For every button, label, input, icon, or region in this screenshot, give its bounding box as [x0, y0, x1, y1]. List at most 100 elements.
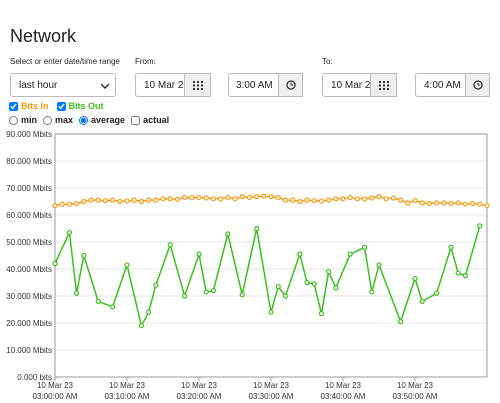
y-tick-label: 40.000 Mbits	[6, 265, 52, 274]
data-point	[434, 200, 440, 206]
to-time-text: 4:00 AM	[424, 79, 461, 91]
mode-label: min	[21, 115, 38, 125]
mode-option[interactable]: average	[79, 115, 125, 125]
data-point	[369, 195, 375, 201]
y-tick-label: 30.000 Mbits	[6, 292, 52, 301]
data-point	[455, 270, 461, 276]
clock-icon	[472, 80, 483, 90]
data-point	[109, 197, 116, 203]
x-tick-label: 03:30:00 AM	[249, 392, 294, 401]
data-point	[448, 200, 454, 206]
data-point	[405, 200, 411, 206]
data-point	[261, 193, 267, 199]
data-point	[376, 194, 382, 200]
data-point	[210, 288, 216, 294]
data-point	[326, 269, 332, 275]
data-point	[73, 290, 80, 296]
radio[interactable]	[9, 115, 18, 125]
checkbox[interactable]	[9, 101, 18, 111]
chart: 0.000 bits 10.000 Mbits 20.000 Mbits 30.000…	[6, 130, 490, 401]
data-point	[282, 197, 288, 203]
data-point	[124, 198, 130, 204]
data-point	[304, 197, 310, 203]
data-point	[455, 200, 461, 206]
actual-option[interactable]: actual	[131, 115, 169, 125]
x-tick-date: 10 Mar 23	[109, 381, 146, 390]
radio[interactable]	[43, 115, 53, 125]
mode-option[interactable]: min	[9, 115, 37, 125]
data-point	[275, 283, 281, 290]
data-point	[362, 244, 368, 251]
mode-label: average	[91, 115, 126, 125]
data-point	[297, 251, 303, 257]
data-point	[203, 195, 209, 201]
calendar-button[interactable]	[184, 73, 211, 97]
data-point	[412, 275, 418, 282]
x-tick-label: 03:10:00 AM	[105, 392, 150, 401]
radio[interactable]	[79, 115, 89, 125]
x-tick-date: 10 Mar 23	[37, 381, 74, 390]
data-point	[102, 198, 109, 204]
to-label: To:	[322, 57, 333, 66]
mode-label: max	[55, 115, 74, 125]
series-toggle[interactable]: Bits In	[9, 101, 49, 111]
series-toggle[interactable]: Bits Out	[56, 101, 104, 111]
data-point	[376, 262, 382, 268]
mode-option[interactable]: max	[43, 115, 73, 125]
data-point	[311, 198, 317, 204]
to-time[interactable]: 4:00 AM	[415, 73, 466, 97]
range-select[interactable]: last hour	[10, 73, 116, 97]
data-point	[160, 196, 166, 202]
series-line	[54, 225, 481, 328]
clock-button[interactable]	[278, 73, 303, 97]
data-point	[398, 319, 404, 325]
calendar-icon	[192, 80, 203, 90]
data-point	[297, 198, 303, 205]
from-time-text: 3:00 AM	[236, 79, 273, 91]
range-label: Select or enter date/time range	[10, 57, 120, 66]
data-point	[232, 196, 238, 202]
calendar-button[interactable]	[370, 73, 397, 97]
data-point	[131, 197, 137, 203]
data-point	[290, 197, 296, 203]
from-label: From:	[135, 57, 156, 66]
data-point	[196, 194, 202, 201]
calendar-icon	[378, 80, 389, 90]
to-date-text: 10 Mar 2	[331, 79, 371, 91]
data-point	[448, 244, 454, 251]
clock-button[interactable]	[465, 73, 490, 97]
y-tick-label: 0.000 bits	[17, 373, 52, 382]
data-point	[369, 289, 375, 295]
data-point	[412, 198, 418, 204]
x-tick-label: 03:20:00 AM	[177, 392, 222, 401]
data-point	[354, 196, 360, 202]
data-point	[419, 200, 425, 206]
data-point	[73, 201, 80, 207]
data-point	[419, 298, 425, 304]
data-point	[182, 194, 188, 201]
checkbox[interactable]	[56, 101, 66, 111]
data-point	[326, 197, 332, 203]
chevron	[101, 83, 109, 89]
data-point	[462, 201, 468, 207]
to-date[interactable]: 10 Mar 2	[322, 73, 371, 97]
data-point	[477, 223, 483, 229]
series-label: Bits Out	[68, 101, 104, 111]
plot-border	[54, 133, 488, 378]
from-date[interactable]: 10 Mar 2	[135, 73, 185, 97]
data-point	[470, 200, 476, 206]
data-point	[117, 198, 123, 205]
y-tick-label: 80.000 Mbits	[6, 157, 52, 166]
from-time[interactable]: 3:00 AM	[228, 73, 279, 97]
data-point	[362, 196, 368, 202]
data-point	[318, 198, 324, 204]
data-point	[81, 198, 87, 205]
data-point	[146, 309, 152, 315]
data-point	[146, 197, 152, 203]
checkbox[interactable]	[131, 115, 141, 125]
data-point	[225, 231, 231, 237]
data-point	[167, 242, 173, 248]
data-point	[52, 261, 58, 267]
data-point	[462, 273, 468, 279]
